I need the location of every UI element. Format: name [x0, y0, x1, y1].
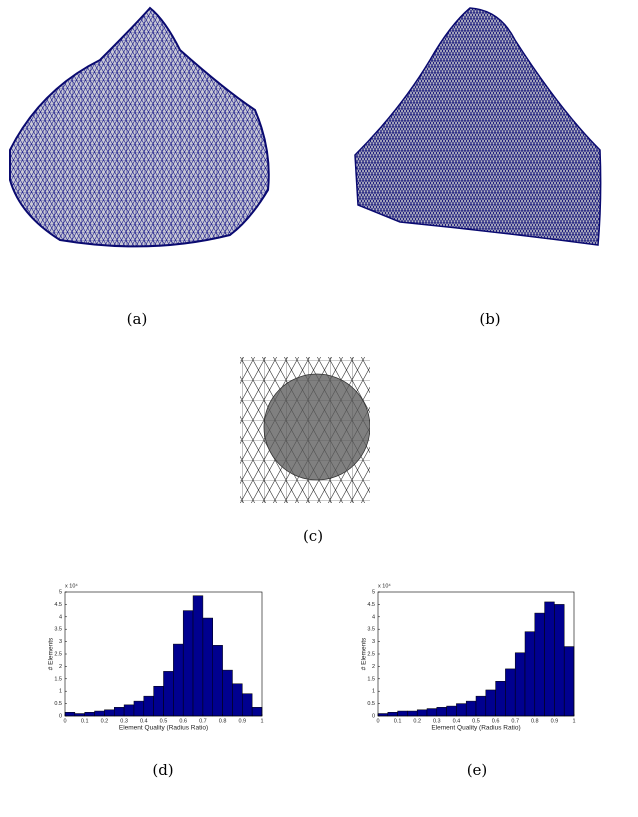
bar: [173, 643, 184, 717]
bar: [251, 707, 263, 717]
y-tick-label: 5: [372, 589, 375, 595]
x-tick-label: 0.3: [433, 718, 441, 724]
x-tick-label: 0: [63, 718, 66, 724]
x-tick-label: 0.1: [394, 718, 402, 724]
y-tick-label: 2.5: [54, 651, 62, 657]
x-tick-label: 0.5: [160, 718, 168, 724]
bar: [84, 712, 95, 717]
x-tick-label: 0.2: [101, 718, 109, 724]
caption: (e): [467, 761, 488, 779]
x-tick-label: 0.3: [120, 718, 128, 724]
x-tick-label: 0.9: [551, 718, 559, 724]
bar: [485, 689, 496, 717]
bar: [153, 685, 164, 717]
bar: [544, 601, 555, 717]
y-tick-label: 1.5: [367, 676, 375, 682]
x-tick-label: 0.9: [238, 718, 246, 724]
bar: [123, 704, 135, 717]
bar: [202, 617, 213, 717]
bar: [397, 710, 408, 717]
bar: [64, 712, 76, 717]
y-tick-label: 1: [372, 689, 375, 695]
y-tick-label: 3.5: [54, 627, 62, 633]
bar: [514, 652, 526, 717]
bar: [475, 695, 487, 717]
bar: [74, 713, 85, 717]
x-tick-label: 1: [260, 718, 263, 724]
y-axis-label: # Elements: [361, 637, 368, 670]
x-axis-label: Element Quality (Radius Ratio): [431, 725, 520, 732]
y-tick-label: 4.5: [54, 602, 62, 608]
caption: (c): [303, 527, 323, 545]
bar: [182, 610, 194, 717]
caption: (d): [152, 761, 173, 779]
caption: (a): [127, 310, 148, 328]
x-tick-label: 0.8: [531, 718, 539, 724]
mesh-c: [240, 357, 370, 503]
bar: [495, 681, 506, 717]
y-tick-label: 4.5: [367, 602, 375, 608]
bar: [407, 710, 418, 717]
mesh-b: [354, 7, 602, 246]
bar: [416, 709, 428, 717]
bar: [524, 631, 536, 717]
bar: [104, 709, 115, 717]
bar: [222, 669, 233, 717]
y-tick-label: 1: [59, 689, 62, 695]
bar: [163, 671, 174, 717]
bar: [192, 595, 204, 717]
bar: [143, 695, 154, 717]
bar: [534, 612, 545, 717]
y-tick-label: 3.5: [367, 627, 375, 633]
x-axis-label: Element Quality (Radius Ratio): [119, 725, 208, 732]
y-multiplier: x 10⁴: [65, 582, 78, 589]
bar: [446, 705, 457, 717]
bar: [114, 707, 125, 717]
bar: [563, 646, 575, 717]
mesh-a: [9, 6, 270, 248]
x-tick-label: 0.7: [199, 718, 207, 724]
bar: [505, 668, 516, 717]
x-tick-label: 0.1: [81, 718, 89, 724]
bar: [554, 604, 565, 717]
x-tick-label: 0.2: [413, 718, 421, 724]
y-tick-label: 4: [372, 614, 375, 620]
x-tick-label: 0.5: [472, 718, 480, 724]
x-tick-label: 0.6: [179, 718, 187, 724]
bar: [377, 713, 389, 717]
y-tick-label: 3: [59, 639, 62, 645]
y-tick-label: 4: [59, 614, 62, 620]
bar: [456, 703, 467, 717]
y-multiplier: x 10⁴: [378, 582, 391, 589]
bar: [465, 700, 477, 717]
bar: [232, 683, 243, 717]
x-tick-label: 1: [572, 718, 575, 724]
bar: [242, 693, 253, 717]
y-tick-label: 1.5: [54, 676, 62, 682]
bar: [212, 645, 223, 717]
x-tick-label: 0.7: [511, 718, 519, 724]
caption: (b): [479, 310, 500, 328]
x-tick-label: 0.6: [492, 718, 500, 724]
y-tick-label: 0.5: [54, 701, 62, 707]
x-tick-label: 0: [376, 718, 379, 724]
bar: [426, 708, 438, 717]
y-tick-label: 3: [372, 639, 375, 645]
y-tick-label: 2: [59, 664, 62, 670]
x-tick-label: 0.4: [140, 718, 148, 724]
x-tick-label: 0.4: [453, 718, 461, 724]
y-tick-label: 5: [59, 589, 62, 595]
y-axis-label: # Elements: [48, 637, 55, 670]
y-tick-label: 0: [59, 713, 62, 719]
x-tick-label: 0.8: [219, 718, 227, 724]
bar: [387, 712, 398, 717]
y-tick-label: 2.5: [367, 651, 375, 657]
bar: [94, 710, 105, 717]
y-tick-label: 2: [372, 664, 375, 670]
y-tick-label: 0.5: [367, 701, 375, 707]
bar: [436, 707, 447, 717]
y-tick-label: 0: [372, 713, 375, 719]
bar: [133, 700, 145, 717]
